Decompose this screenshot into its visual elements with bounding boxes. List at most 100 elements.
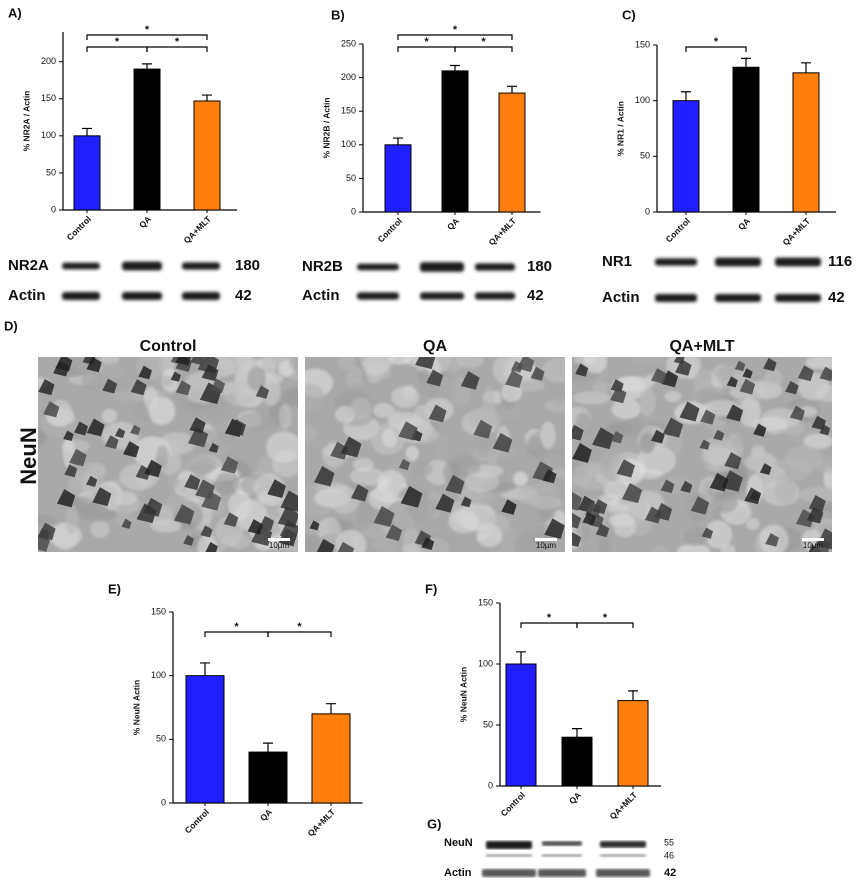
tissue	[611, 397, 641, 420]
y-axis-label: % NeuN Actin	[458, 667, 468, 722]
neuron	[616, 459, 635, 478]
neuron	[662, 417, 684, 438]
blot-label: NeuN	[444, 837, 473, 849]
neuron	[43, 401, 60, 418]
y-axis-label: % NR1 / Actin	[615, 101, 625, 156]
neuron	[808, 494, 826, 513]
tissue	[738, 397, 761, 428]
bar	[248, 751, 288, 804]
neuron	[201, 364, 219, 382]
neuron	[38, 378, 55, 396]
neuron	[175, 380, 191, 396]
neuron	[699, 439, 710, 450]
tissue	[816, 458, 832, 474]
blot-band	[600, 854, 646, 857]
neuron	[713, 429, 725, 441]
tissue	[807, 357, 821, 370]
y-tick-label: 50	[46, 167, 56, 177]
neuron	[187, 427, 209, 448]
significance-bracket	[454, 46, 513, 52]
panel-label: F)	[425, 581, 437, 596]
panel-label: E)	[108, 581, 121, 596]
error-bar	[628, 690, 638, 701]
y-tick-label: 250	[341, 38, 356, 48]
neuron	[660, 479, 675, 494]
blot-band	[775, 257, 821, 267]
neuron	[69, 448, 87, 467]
tissue	[90, 519, 110, 539]
neuron	[650, 429, 665, 444]
x-tick-label: QA	[567, 790, 583, 806]
tissue	[612, 513, 637, 538]
y-tick-label: 0	[351, 206, 356, 216]
neuron	[86, 357, 102, 373]
tissue	[403, 527, 420, 552]
blot-band	[182, 292, 220, 300]
neuron	[229, 419, 247, 436]
y-tick-label: 200	[41, 56, 56, 66]
neuron	[280, 490, 298, 512]
neuron	[309, 520, 320, 531]
blot-band	[420, 292, 464, 300]
tissue	[335, 405, 356, 424]
significance-bracket	[86, 34, 208, 40]
error-bar	[681, 91, 691, 101]
neuron	[428, 404, 447, 423]
significance-star: *	[234, 621, 239, 633]
tissue	[410, 462, 434, 477]
error-bar	[326, 703, 336, 714]
neuron	[86, 418, 105, 437]
neuron	[210, 378, 226, 394]
x-tick-label: QA	[736, 216, 752, 232]
neuron	[572, 492, 582, 511]
tissue	[159, 432, 196, 455]
neuron	[130, 424, 141, 436]
blot-band	[715, 294, 761, 302]
tissue	[448, 509, 479, 534]
blot-label: Actin	[602, 289, 640, 306]
neuron	[701, 527, 714, 539]
tissue	[335, 529, 367, 552]
significance-bracket	[397, 34, 513, 40]
blot-size: 42	[664, 867, 676, 879]
y-tick-label: 50	[156, 734, 166, 744]
tissue	[630, 357, 665, 366]
bar	[617, 700, 649, 787]
y-tick-label: 100	[341, 139, 356, 149]
blot-band	[600, 841, 646, 848]
neuron	[753, 423, 767, 437]
neuron	[661, 370, 679, 388]
neuron	[765, 532, 779, 547]
tissue	[156, 445, 169, 467]
neuron	[55, 357, 73, 372]
blot-size: 42	[828, 289, 845, 306]
tissue	[803, 433, 832, 450]
tissue	[235, 411, 276, 434]
tissue	[189, 462, 214, 473]
error-bar	[516, 651, 526, 664]
bar	[498, 92, 526, 213]
bar	[384, 144, 412, 213]
micrograph	[572, 357, 832, 552]
neuron	[709, 472, 729, 492]
blot-size: 42	[235, 287, 252, 304]
bar	[732, 66, 760, 213]
neuron	[572, 424, 584, 441]
significance-star: *	[175, 36, 180, 48]
neuron	[610, 379, 624, 393]
neuron	[575, 363, 589, 377]
significance-bracket	[267, 631, 332, 637]
blot-band	[715, 257, 761, 267]
neuron	[373, 506, 395, 527]
neuron	[255, 385, 269, 399]
neuron	[56, 489, 76, 508]
neuron	[200, 525, 213, 538]
tissue	[38, 430, 47, 446]
panel-label: A)	[8, 5, 22, 20]
neuron	[505, 370, 523, 389]
neuron	[114, 427, 126, 438]
tissue	[469, 405, 502, 432]
significance-bracket	[685, 46, 747, 52]
neuron	[726, 376, 738, 388]
